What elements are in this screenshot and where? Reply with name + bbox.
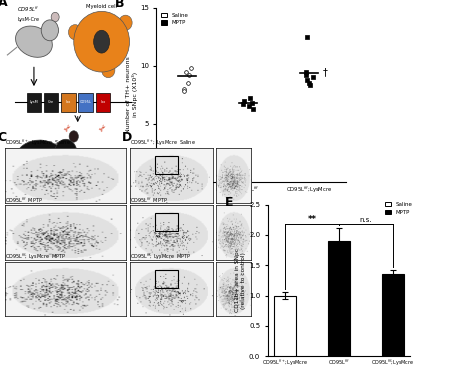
Point	[303, 77, 310, 83]
Text: †: †	[323, 68, 328, 78]
Point	[246, 95, 254, 101]
Ellipse shape	[101, 63, 115, 78]
Point	[182, 69, 190, 75]
Point	[188, 65, 195, 71]
Point	[309, 74, 316, 80]
Text: Myeloid cell: Myeloid cell	[86, 3, 117, 9]
Text: E: E	[225, 196, 234, 208]
FancyBboxPatch shape	[61, 93, 76, 112]
Text: lox: lox	[66, 100, 71, 104]
Bar	[155, 213, 178, 231]
Point	[248, 100, 255, 106]
Ellipse shape	[74, 11, 129, 72]
Point	[184, 80, 192, 86]
Bar	[382, 274, 403, 356]
Text: B: B	[115, 0, 124, 10]
Point	[185, 72, 193, 78]
Ellipse shape	[69, 131, 78, 142]
Text: C: C	[0, 132, 7, 144]
Bar	[274, 296, 296, 356]
Text: CD95L$^{ff}$: CD95L$^{ff}$	[18, 4, 40, 14]
Ellipse shape	[94, 30, 109, 53]
Text: CD95L$^{f/f}$  MPTP: CD95L$^{f/f}$ MPTP	[5, 195, 43, 205]
Text: ✂: ✂	[97, 123, 109, 135]
Bar	[155, 270, 178, 288]
Text: CD95L$^{f/f}$; LysMcre  MPTP: CD95L$^{f/f}$; LysMcre MPTP	[5, 251, 66, 262]
Text: LysM-Cre: LysM-Cre	[18, 17, 40, 22]
FancyBboxPatch shape	[27, 93, 41, 112]
FancyBboxPatch shape	[78, 93, 93, 112]
Text: CD95L$^{f/+}$; LysMcre  Saline: CD95L$^{f/+}$; LysMcre Saline	[5, 138, 71, 148]
Text: A: A	[0, 0, 8, 9]
Text: CD95L$^{f/f}$; LysMcre  MPTP: CD95L$^{f/f}$; LysMcre MPTP	[130, 251, 191, 262]
Point	[305, 80, 312, 86]
Text: CD95L: CD95L	[80, 100, 91, 104]
Ellipse shape	[119, 15, 132, 30]
Point	[240, 101, 247, 107]
Point	[302, 69, 310, 75]
Text: CD95L$^{f/+}$; LysMcre  Saline: CD95L$^{f/+}$; LysMcre Saline	[130, 138, 196, 148]
Point	[306, 82, 313, 88]
Point	[304, 34, 311, 40]
Ellipse shape	[41, 20, 58, 41]
Text: **: **	[308, 215, 317, 224]
Ellipse shape	[55, 139, 77, 168]
Y-axis label: Number of TH+ neurons
in SNpc (X10³): Number of TH+ neurons in SNpc (X10³)	[127, 56, 138, 133]
Y-axis label: CD11b+ area in SNpc
(relative to control): CD11b+ area in SNpc (relative to control…	[236, 249, 246, 312]
Point	[249, 106, 256, 112]
Text: CD95$^{ff; LysMcre}$: CD95$^{ff; LysMcre}$	[15, 184, 48, 194]
Text: LysM: LysM	[29, 100, 38, 104]
Point	[246, 103, 253, 110]
Point	[180, 86, 187, 92]
FancyBboxPatch shape	[96, 93, 110, 112]
Text: ✕: ✕	[81, 151, 91, 161]
Text: ✂: ✂	[63, 123, 74, 135]
Ellipse shape	[14, 140, 70, 190]
Text: n.s.: n.s.	[360, 217, 372, 222]
Point	[180, 88, 187, 94]
Legend: Saline, MPTP: Saline, MPTP	[159, 10, 191, 28]
Bar	[155, 156, 178, 174]
Text: lox: lox	[100, 100, 106, 104]
Bar	[328, 241, 350, 356]
Text: CD95L$^{f/f}$  MPTP: CD95L$^{f/f}$ MPTP	[130, 195, 168, 205]
Point	[302, 72, 310, 78]
Text: D: D	[122, 132, 132, 144]
Ellipse shape	[16, 26, 52, 57]
FancyBboxPatch shape	[44, 93, 58, 112]
Ellipse shape	[68, 25, 82, 40]
Ellipse shape	[51, 12, 59, 22]
Point	[240, 97, 247, 103]
Legend: Saline, MPTP: Saline, MPTP	[383, 200, 414, 217]
Text: Cre: Cre	[48, 100, 54, 104]
